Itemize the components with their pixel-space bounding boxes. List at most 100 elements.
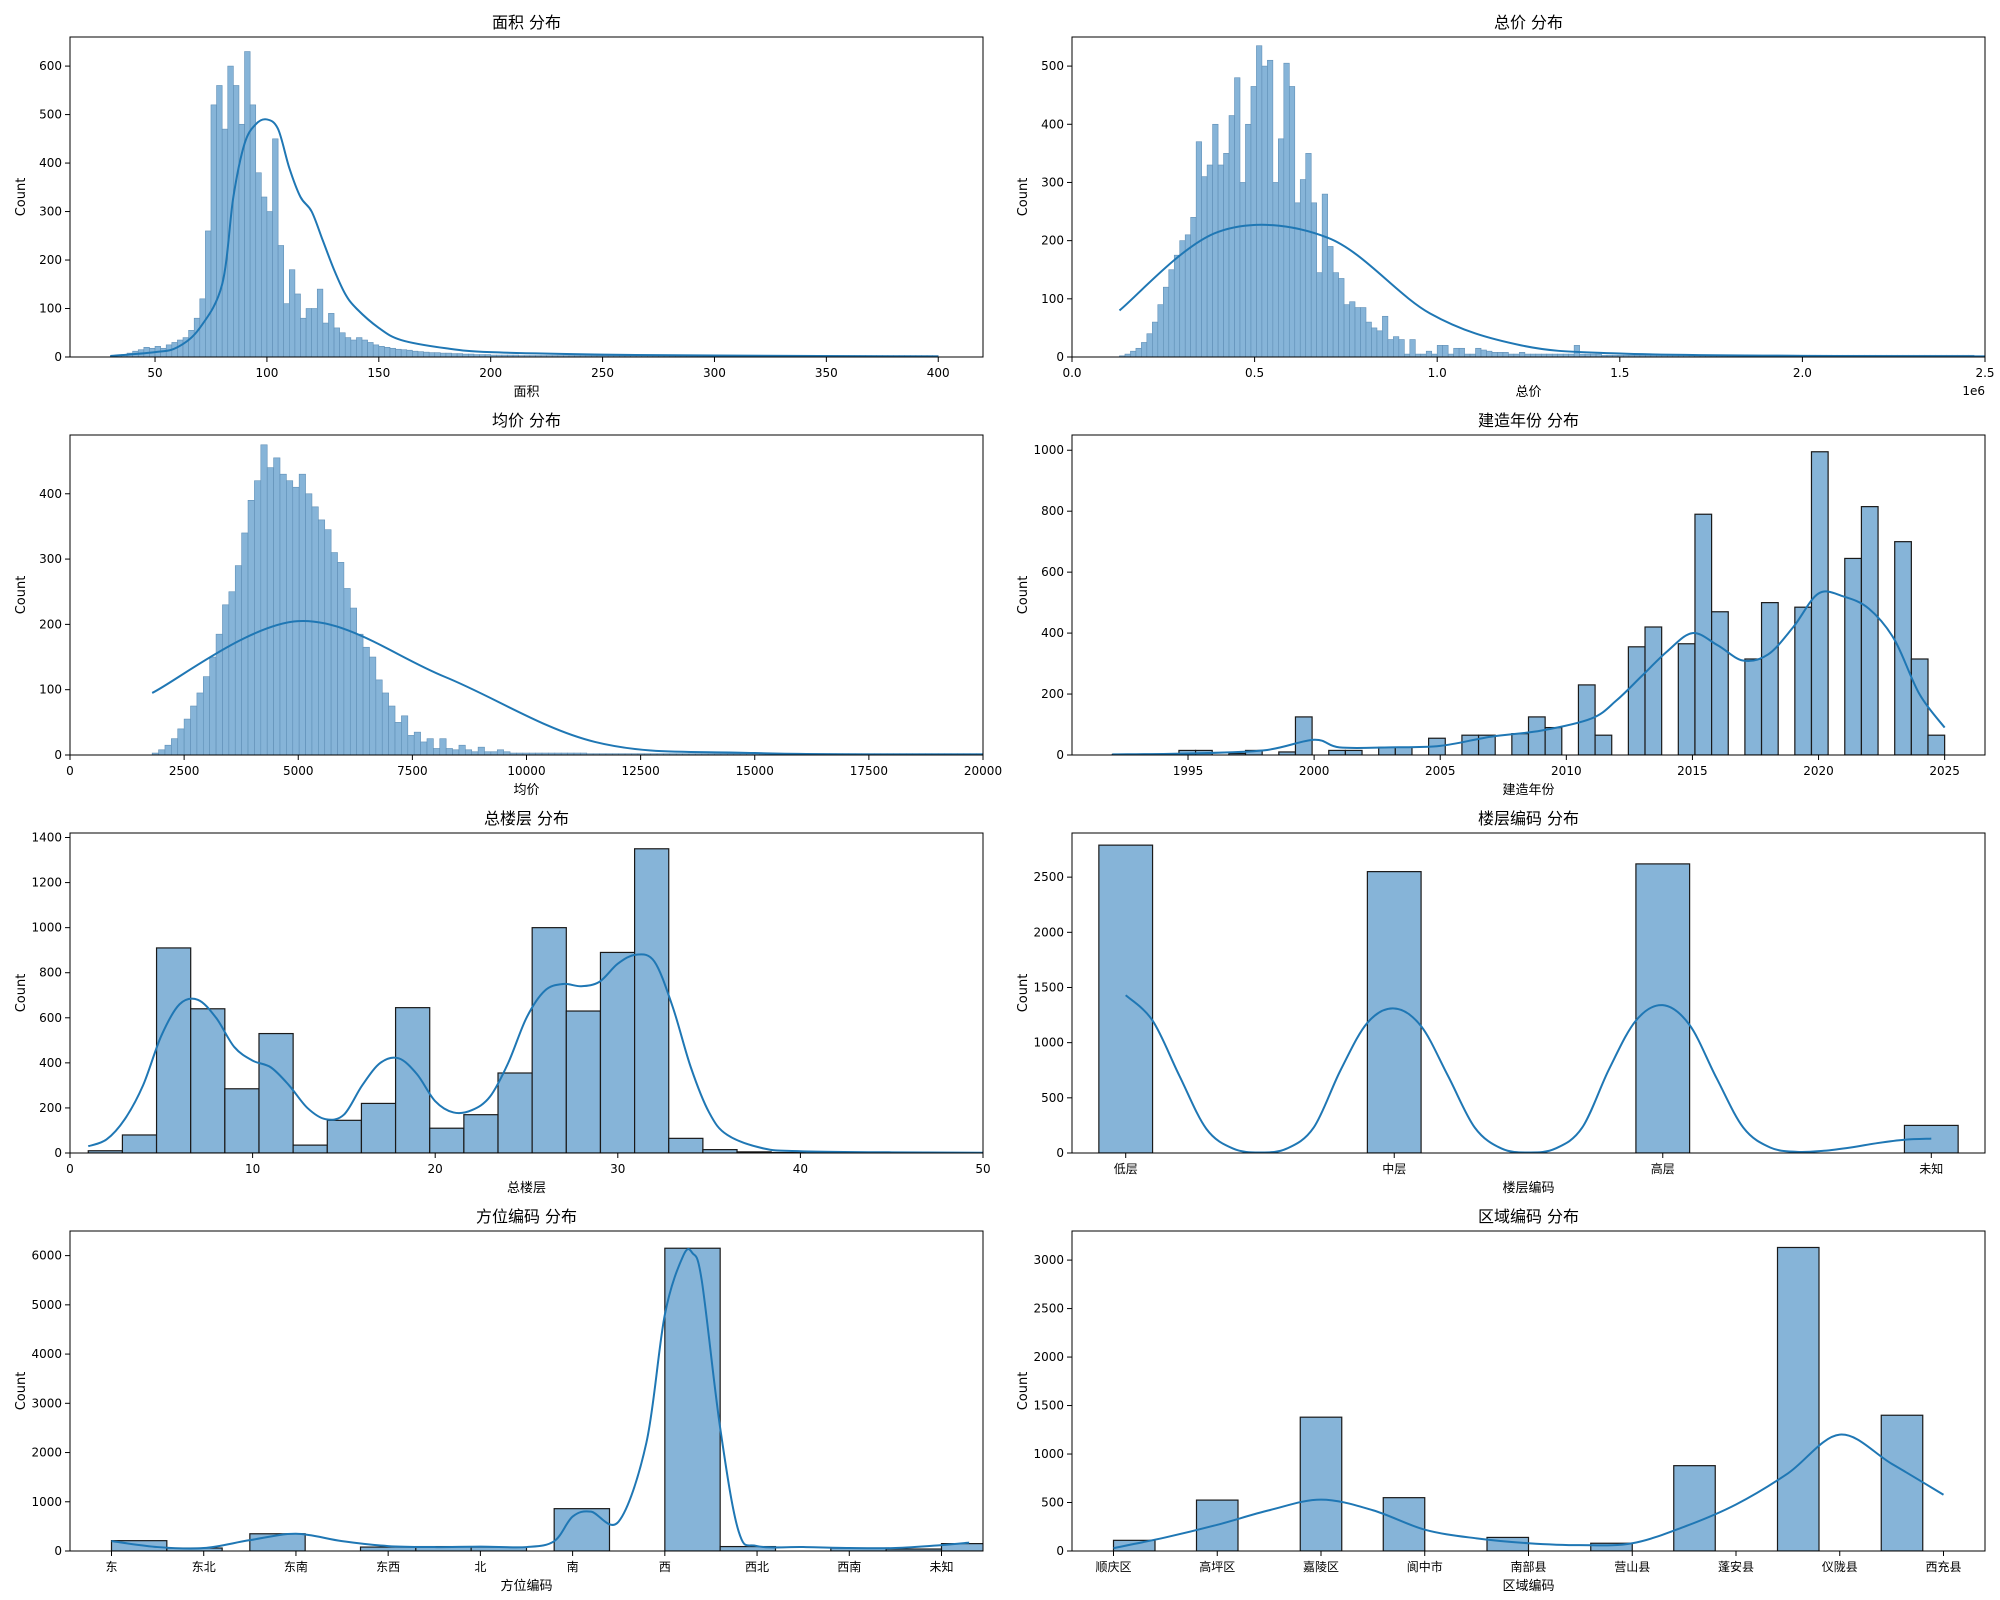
histogram-bar (1261, 65, 1268, 357)
plot-area (110, 1247, 983, 1551)
histogram-bar (456, 353, 464, 357)
histogram-bar (318, 519, 326, 755)
x-tick-label: 东西 (376, 1560, 400, 1574)
histogram-bar (221, 128, 229, 357)
histogram-bar (1327, 246, 1334, 357)
histogram-bar (190, 705, 198, 755)
histogram-bar (633, 848, 670, 1153)
x-tick-label: 高层 (1651, 1161, 1675, 1176)
y-tick-label: 500 (1041, 59, 1064, 73)
x-axis-label: 楼层编码 (1502, 1181, 1554, 1196)
histogram-bar (1491, 352, 1498, 357)
histogram-bar (1328, 749, 1346, 755)
histogram-bar (1486, 350, 1493, 357)
histogram-bar (1461, 734, 1480, 755)
x-tick-label: 400 (927, 366, 950, 380)
axes-frame (69, 1230, 984, 1552)
histogram-bar (1394, 746, 1413, 755)
histogram-bar (322, 322, 329, 357)
histogram-bar (1371, 327, 1378, 357)
histogram-bar (1098, 844, 1154, 1153)
histogram-bar (158, 749, 166, 755)
y-tick-label: 200 (1041, 687, 1064, 701)
y-tick-label: 3000 (1033, 1253, 1064, 1267)
histogram-bar (463, 1114, 499, 1153)
histogram-bar (1627, 646, 1646, 755)
histogram-bar (458, 744, 466, 755)
histogram-bar (272, 138, 279, 357)
histogram-bar (1349, 301, 1356, 357)
x-tick-label: 50 (147, 366, 162, 380)
histogram-bar (330, 552, 338, 755)
y-tick-label: 500 (1041, 1496, 1064, 1510)
histogram-bar (417, 351, 424, 357)
y-tick-label: 300 (39, 205, 62, 219)
histogram-bar (1338, 278, 1345, 357)
histogram-bar (1376, 330, 1383, 357)
x-tick-label: 12500 (622, 764, 660, 778)
x-tick-label: 20 (428, 1162, 443, 1176)
histogram-bar (155, 947, 192, 1153)
histogram-bar (305, 493, 313, 755)
y-tick-label: 500 (39, 108, 62, 122)
histogram-bar (1880, 1414, 1924, 1551)
x-tick-label: 未知 (929, 1560, 953, 1574)
x-tick-label: 顺庆区 (1095, 1560, 1131, 1574)
y-tick-label: 2500 (1033, 870, 1064, 884)
histogram-bar (367, 342, 374, 357)
histogram-bar (1190, 217, 1197, 357)
y-tick-label: 200 (1041, 234, 1064, 248)
histogram-bar (266, 211, 273, 357)
histogram-bar (337, 562, 345, 755)
histogram-bar (339, 332, 346, 357)
x-tick-label: 西 (659, 1560, 671, 1574)
histogram-bar (1711, 611, 1729, 755)
histogram-bar (1511, 733, 1530, 755)
histogram-bar (1393, 336, 1400, 357)
x-tick-label: 50 (975, 1162, 990, 1176)
x-axis-label: 区域编码 (1502, 1579, 1554, 1594)
histogram-bar (266, 467, 274, 755)
histogram-bar (1267, 59, 1274, 357)
x-tick-label: 2010 (1551, 764, 1582, 778)
histogram-bar (1344, 749, 1363, 755)
histogram-bar (1366, 871, 1422, 1153)
histogram-bar (1272, 182, 1279, 357)
histogram-bar (193, 317, 201, 357)
histogram-bar (1910, 658, 1929, 755)
x-axis-label: 建造年份 (1502, 783, 1554, 798)
subplot-8: 0 500 1000 1500 2000 2500 3000 顺庆区 高坪区 嘉陵区 阆中市 南部县 营… (1016, 1207, 1986, 1594)
chart-title: 区域编码 分布 (1478, 1207, 1579, 1226)
histogram-bar (305, 308, 312, 357)
histogram-bar (1360, 307, 1367, 357)
histogram-bar (171, 738, 179, 755)
y-tick-label: 800 (39, 966, 62, 980)
histogram-bar (451, 353, 458, 357)
histogram-bar (286, 480, 294, 755)
histogram-bar (1179, 240, 1186, 357)
histogram-bar (565, 1010, 602, 1153)
x-axis-label: 均价 (513, 783, 539, 798)
histogram-bar (254, 480, 262, 755)
y-tick-label: 600 (39, 1011, 62, 1025)
histogram-bar (1776, 1246, 1820, 1551)
subplot-7: 0 1000 2000 3000 4000 5000 6000 东 东北 东南 东西 北 南 西 西北 西南 未… (14, 1207, 984, 1594)
axes-frame (69, 36, 984, 358)
x-tick-label: 西北 (745, 1560, 769, 1574)
histogram-bar (283, 303, 290, 357)
histogram-bar (324, 529, 332, 755)
subplot-5: 0 200 400 600 800 1000 1200 1400 0 10 20 30 40 50 总楼层 … (14, 809, 991, 1196)
x-tick-label: 嘉陵区 (1303, 1560, 1339, 1574)
histogram-bar (1673, 1465, 1716, 1551)
x-tick-label: 30 (610, 1162, 625, 1176)
histogram-bar (1343, 304, 1350, 357)
x-tick-label: 350 (815, 366, 838, 380)
histogram-bar (1635, 863, 1691, 1153)
histogram-bar (298, 473, 306, 755)
chart-title: 方位编码 分布 (476, 1207, 577, 1226)
x-tick-label: 2015 (1677, 764, 1708, 778)
y-tick-label: 4000 (31, 1347, 62, 1361)
x-tick-label: 西充县 (1925, 1559, 1961, 1574)
histogram-bar (273, 457, 281, 755)
histogram-bar (328, 313, 335, 357)
